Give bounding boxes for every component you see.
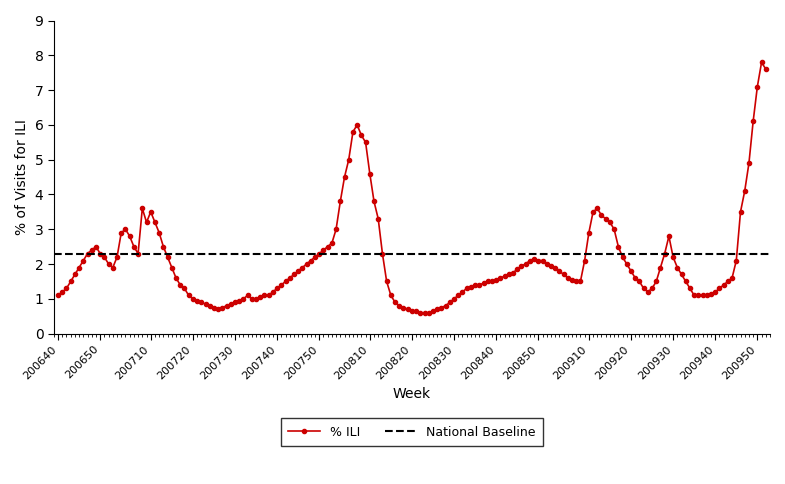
- % ILI: [415, 310, 425, 316]
- Line: % ILI: % ILI: [56, 60, 768, 315]
- % ILI: [761, 66, 771, 72]
- % ILI: [609, 227, 619, 232]
- Legend: % ILI, National Baseline: % ILI, National Baseline: [281, 418, 543, 446]
- % ILI: [622, 261, 631, 267]
- National Baseline: [53, 251, 63, 257]
- % ILI: [732, 257, 741, 263]
- National Baseline: [57, 251, 67, 257]
- Y-axis label: % of Visits for ILI: % of Visits for ILI: [15, 119, 29, 235]
- % ILI: [331, 227, 341, 232]
- % ILI: [757, 60, 766, 65]
- % ILI: [660, 251, 670, 257]
- X-axis label: Week: Week: [392, 387, 431, 401]
- % ILI: [53, 292, 63, 298]
- % ILI: [243, 292, 252, 298]
